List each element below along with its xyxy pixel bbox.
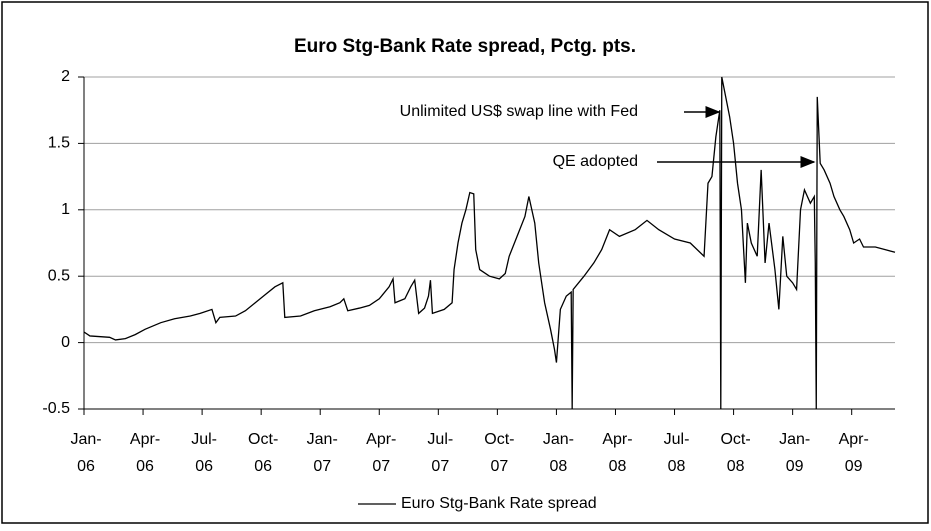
x-tick-label: Jan-08 (543, 431, 574, 475)
data-line (83, 76, 896, 410)
x-tick-label: Jul-07 (427, 431, 453, 475)
y-tick-label: -0.5 (42, 400, 70, 417)
legend-label: Euro Stg-Bank Rate spread (401, 495, 597, 512)
y-tick-label: 0.5 (48, 267, 70, 284)
annotation: Unlimited US$ swap line with Fed (400, 103, 638, 120)
x-tick-label: Jan-06 (70, 431, 101, 475)
x-tick-label: Oct-07 (484, 431, 514, 475)
x-tick-label: Jan-09 (779, 431, 810, 475)
y-tick-label: 0 (61, 334, 70, 351)
chart-title: Euro Stg-Bank Rate spread, Pctg. pts. (294, 36, 636, 57)
x-tick-label: Oct-06 (248, 431, 278, 475)
x-tick-label: Apr-06 (130, 431, 160, 475)
y-tick-label: 1 (61, 201, 70, 218)
x-tick-label: Apr-08 (602, 431, 632, 475)
x-tick-label: Oct-08 (720, 431, 750, 475)
x-tick-label: Jul-06 (191, 431, 217, 475)
x-tick-label: Jan-07 (307, 431, 338, 475)
x-tick-label: Apr-09 (839, 431, 869, 475)
y-tick-label: 1.5 (48, 135, 70, 152)
y-tick-label: 2 (61, 68, 70, 85)
x-tick-label: Apr-07 (366, 431, 396, 475)
annotation: QE adopted (553, 153, 638, 170)
x-tick-label: Jul-08 (664, 431, 690, 475)
